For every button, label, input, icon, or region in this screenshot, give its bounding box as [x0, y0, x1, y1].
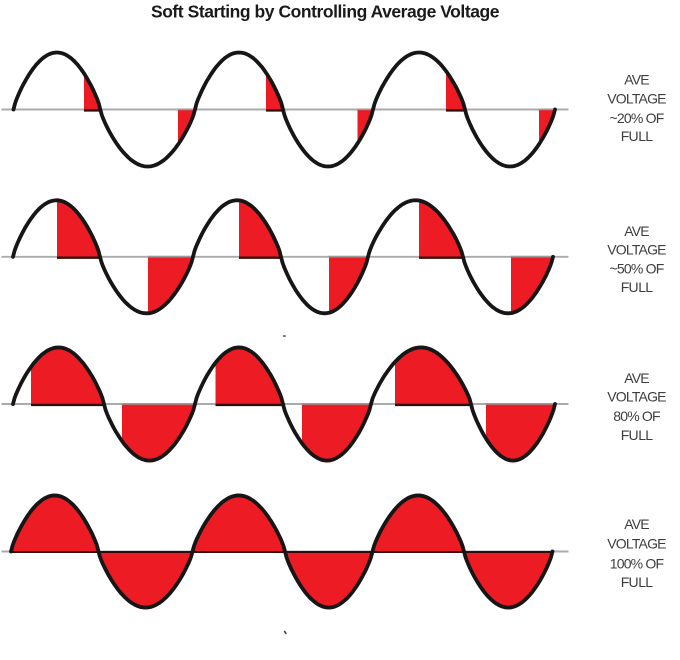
svg-text:AVE: AVE [624, 71, 649, 87]
svg-text:AVE: AVE [624, 370, 649, 386]
svg-text:VOLTAGE: VOLTAGE [607, 90, 666, 106]
svg-text:VOLTAGE: VOLTAGE [607, 242, 666, 258]
svg-text:AVE: AVE [624, 516, 649, 532]
svg-text:~20% OF: ~20% OF [610, 110, 664, 126]
svg-text:~50% OF: ~50% OF [610, 260, 664, 276]
svg-text:FU LL: FU LL [621, 128, 653, 144]
svg-text:100% OF: 100% OF [610, 555, 664, 571]
svg-text:FU LL: FU LL [621, 574, 653, 590]
svg-text:VOLTAGE: VOLTAGE [607, 535, 666, 551]
svg-text:VOLTAGE: VOLTAGE [607, 389, 666, 405]
svg-text:FU LL: FU LL [621, 279, 653, 295]
svg-text:AVE: AVE [624, 223, 649, 239]
svg-text:Soft Starting by Controlling A: Soft Starting by Controlling Average Vol… [151, 1, 500, 21]
svg-text:80% OF: 80% OF [613, 408, 660, 424]
svg-text:FU LL: FU LL [621, 427, 653, 443]
